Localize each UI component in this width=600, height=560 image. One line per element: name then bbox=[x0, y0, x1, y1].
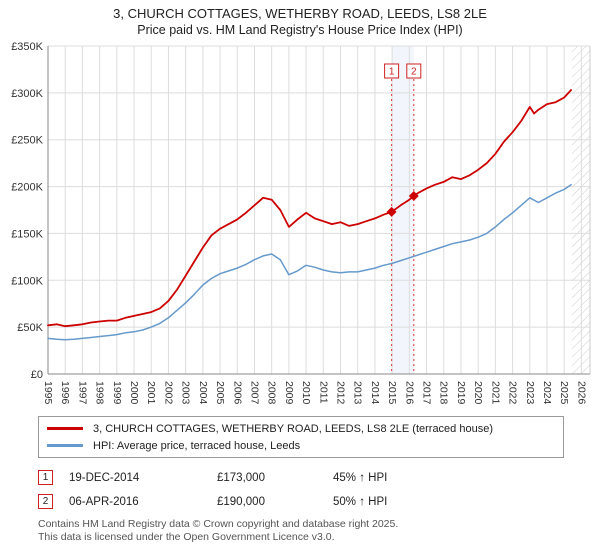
y-tick-label: £200K bbox=[11, 182, 43, 194]
x-tick-label: 2017 bbox=[421, 381, 433, 405]
transaction-1-price: £173,000 bbox=[217, 471, 265, 484]
transaction-2-price: £190,000 bbox=[217, 495, 265, 508]
x-tick-label: 2016 bbox=[403, 381, 415, 405]
x-tick-label: 2026 bbox=[575, 381, 587, 405]
page-subtitle: Price paid vs. HM Land Registry's House … bbox=[137, 23, 463, 37]
sale-number-label: 1 bbox=[389, 67, 395, 78]
x-tick-label: 2003 bbox=[180, 381, 192, 405]
transaction-row-1: 1 19-DEC-2014 £173,000 45% ↑ HPI bbox=[38, 470, 600, 485]
x-tick-label: 2024 bbox=[541, 381, 553, 405]
footer: Contains HM Land Registry data © Crown c… bbox=[38, 518, 600, 544]
x-tick-label: 1995 bbox=[42, 381, 54, 405]
x-tick-label: 1997 bbox=[76, 381, 88, 405]
x-tick-label: 1999 bbox=[111, 381, 123, 405]
sale-number-box bbox=[384, 63, 400, 79]
chart-legend: 3, CHURCH COTTAGES, WETHERBY ROAD, LEEDS… bbox=[38, 416, 564, 458]
x-tick-label: 2020 bbox=[472, 381, 484, 405]
y-tick-label: £150K bbox=[11, 228, 43, 240]
price-chart: £0 £50K £100K £150K £200K £250K £300K £350K 1995… bbox=[11, 41, 591, 405]
y-tick-label: £350K bbox=[11, 41, 43, 53]
x-tick-label: 1996 bbox=[59, 381, 71, 405]
sale-number-box bbox=[406, 63, 422, 79]
x-tick-label: 2006 bbox=[231, 381, 243, 405]
x-tick-label: 2022 bbox=[507, 381, 519, 405]
x-tick-label: 2015 bbox=[386, 381, 398, 405]
y-tick-label: £300K bbox=[11, 88, 43, 100]
footer-line1: Contains HM Land Registry data © Crown c… bbox=[38, 518, 399, 530]
hpi-line-swatch bbox=[47, 444, 83, 447]
x-tick-label: 2000 bbox=[128, 381, 140, 405]
x-tick-label: 2005 bbox=[214, 381, 226, 405]
transaction-2-hpi-change: 50% ↑ HPI bbox=[333, 495, 388, 508]
legend-item-hpi: HPI: Average price, terraced house, Leed… bbox=[47, 437, 555, 454]
transaction-row-2: 2 06-APR-2016 £190,000 50% ↑ HPI bbox=[38, 494, 600, 509]
page-title: 3, CHURCH COTTAGES, WETHERBY ROAD, LEEDS… bbox=[113, 6, 487, 21]
x-tick-label: 2002 bbox=[162, 381, 174, 405]
x-tick-label: 2025 bbox=[558, 381, 570, 405]
x-tick-label: 2023 bbox=[524, 381, 536, 405]
transaction-2-date: 06-APR-2016 bbox=[69, 495, 139, 508]
property-price-line bbox=[47, 89, 572, 328]
x-tick-label: 2004 bbox=[197, 381, 209, 405]
hpi-line bbox=[47, 183, 572, 341]
sale-period-band bbox=[391, 46, 414, 374]
transaction-1-date: 19-DEC-2014 bbox=[69, 471, 140, 484]
chart-root: £0 £50K £100K £150K £200K £250K £300K £350K 1995… bbox=[11, 41, 591, 405]
y-tick-label: £250K bbox=[11, 135, 43, 147]
x-tick-label: 2010 bbox=[300, 381, 312, 405]
x-tick-label: 2012 bbox=[335, 381, 347, 405]
legend-label-hpi: HPI: Average price, terraced house, Leed… bbox=[93, 439, 301, 452]
x-tick-label: 2008 bbox=[266, 381, 278, 405]
x-tick-label: 2013 bbox=[352, 381, 364, 405]
transaction-2-number-badge: 2 bbox=[38, 494, 53, 509]
legend-label-property: 3, CHURCH COTTAGES, WETHERBY ROAD, LEEDS… bbox=[93, 422, 493, 435]
property-line-swatch bbox=[47, 427, 83, 430]
y-tick-label: £50K bbox=[17, 322, 43, 334]
y-tick-label: £0 bbox=[31, 369, 43, 381]
x-tick-label: 2001 bbox=[145, 381, 157, 405]
x-tick-label: 2009 bbox=[283, 381, 295, 405]
legend-item-property: 3, CHURCH COTTAGES, WETHERBY ROAD, LEEDS… bbox=[47, 420, 555, 437]
x-tick-label: 2011 bbox=[317, 381, 329, 404]
x-tick-label: 2018 bbox=[438, 381, 450, 405]
x-tick-label: 2021 bbox=[489, 381, 501, 405]
header: 3, CHURCH COTTAGES, WETHERBY ROAD, LEEDS… bbox=[0, 0, 600, 38]
x-tick-label: 2007 bbox=[248, 381, 260, 405]
y-tick-label: £100K bbox=[11, 275, 43, 287]
x-tick-label: 2014 bbox=[369, 381, 381, 405]
footer-line2: This data is licensed under the Open Gov… bbox=[38, 531, 335, 543]
transaction-1-hpi-change: 45% ↑ HPI bbox=[333, 471, 388, 484]
x-tick-label: 2019 bbox=[455, 381, 467, 405]
x-tick-label: 1998 bbox=[94, 381, 106, 405]
transactions: 1 19-DEC-2014 £173,000 45% ↑ HPI 2 06-AP… bbox=[38, 470, 600, 509]
transaction-1-number-badge: 1 bbox=[38, 470, 53, 485]
sale-number-label: 2 bbox=[411, 67, 417, 78]
